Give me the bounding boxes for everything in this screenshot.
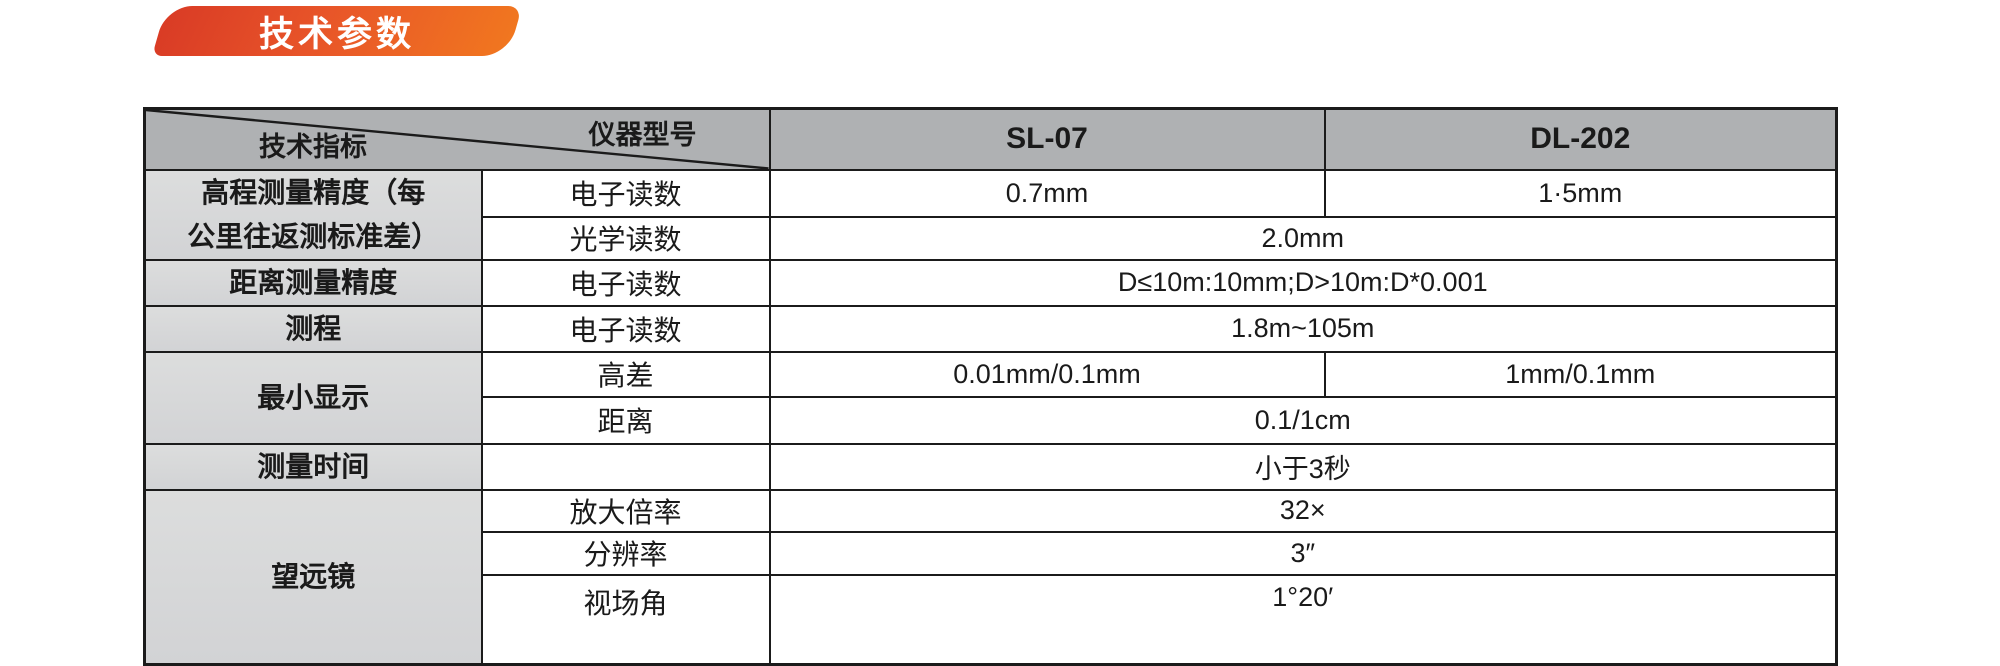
header-model-sl07: SL-07 (768, 107, 1326, 171)
row-group-label: 望远镜 (143, 488, 483, 666)
row-group-label: 高程测量精度（每 公里往返测标准差） (143, 168, 483, 261)
value-cell-merged: 0.1/1cm (768, 395, 1838, 445)
row-sub-label: 电子读数 (480, 258, 771, 307)
row-group-label: 测程 (143, 304, 483, 353)
row-sub-label: 距离 (480, 395, 771, 445)
value-cell-merged: 小于3秒 (768, 442, 1838, 491)
header-corner-index-label: 技术指标 (259, 131, 367, 162)
value-cell-merged: 3″ (768, 530, 1838, 576)
spec-table: 仪器型号 技术指标 SL-07 DL-202 高程测量精度（每 公里往返测标准差… (143, 107, 1838, 666)
row-sub-label: 光学读数 (480, 215, 771, 261)
row-sub-label: 分辨率 (480, 530, 771, 576)
header-corner-cell: 仪器型号 技术指标 (143, 107, 771, 171)
value-cell-merged: 32× (768, 488, 1838, 533)
diagonal-divider (146, 110, 768, 168)
row-sub-label: 电子读数 (480, 304, 771, 353)
row-group-label: 距离测量精度 (143, 258, 483, 307)
row-sub-label: 视场角 (480, 573, 771, 666)
value-cell-merged: 1.8m~105m (768, 304, 1838, 353)
header-corner-model-label: 仪器型号 (588, 120, 697, 150)
value-cell-sl07: 0.7mm (768, 168, 1326, 218)
row-sub-label-empty (480, 442, 771, 491)
section-title-badge: 技术参数 (152, 6, 523, 56)
row-group-label: 最小显示 (143, 350, 483, 445)
value-cell-dl202: 1·5mm (1323, 168, 1838, 218)
row-group-label: 测量时间 (143, 442, 483, 491)
value-cell-merged: D≤10m:10mm;D>10m:D*0.001 (768, 258, 1838, 307)
value-cell-merged: 1°20′ (768, 573, 1838, 666)
row-sub-label: 电子读数 (480, 168, 771, 218)
row-sub-label: 放大倍率 (480, 488, 771, 533)
value-cell-merged: 2.0mm (768, 215, 1838, 261)
section-title: 技术参数 (259, 14, 416, 54)
row-sub-label: 高差 (480, 350, 771, 398)
header-model-dl202: DL-202 (1323, 107, 1838, 171)
value-cell-dl202: 1mm/0.1mm (1323, 350, 1838, 398)
value-cell-sl07: 0.01mm/0.1mm (768, 350, 1326, 398)
